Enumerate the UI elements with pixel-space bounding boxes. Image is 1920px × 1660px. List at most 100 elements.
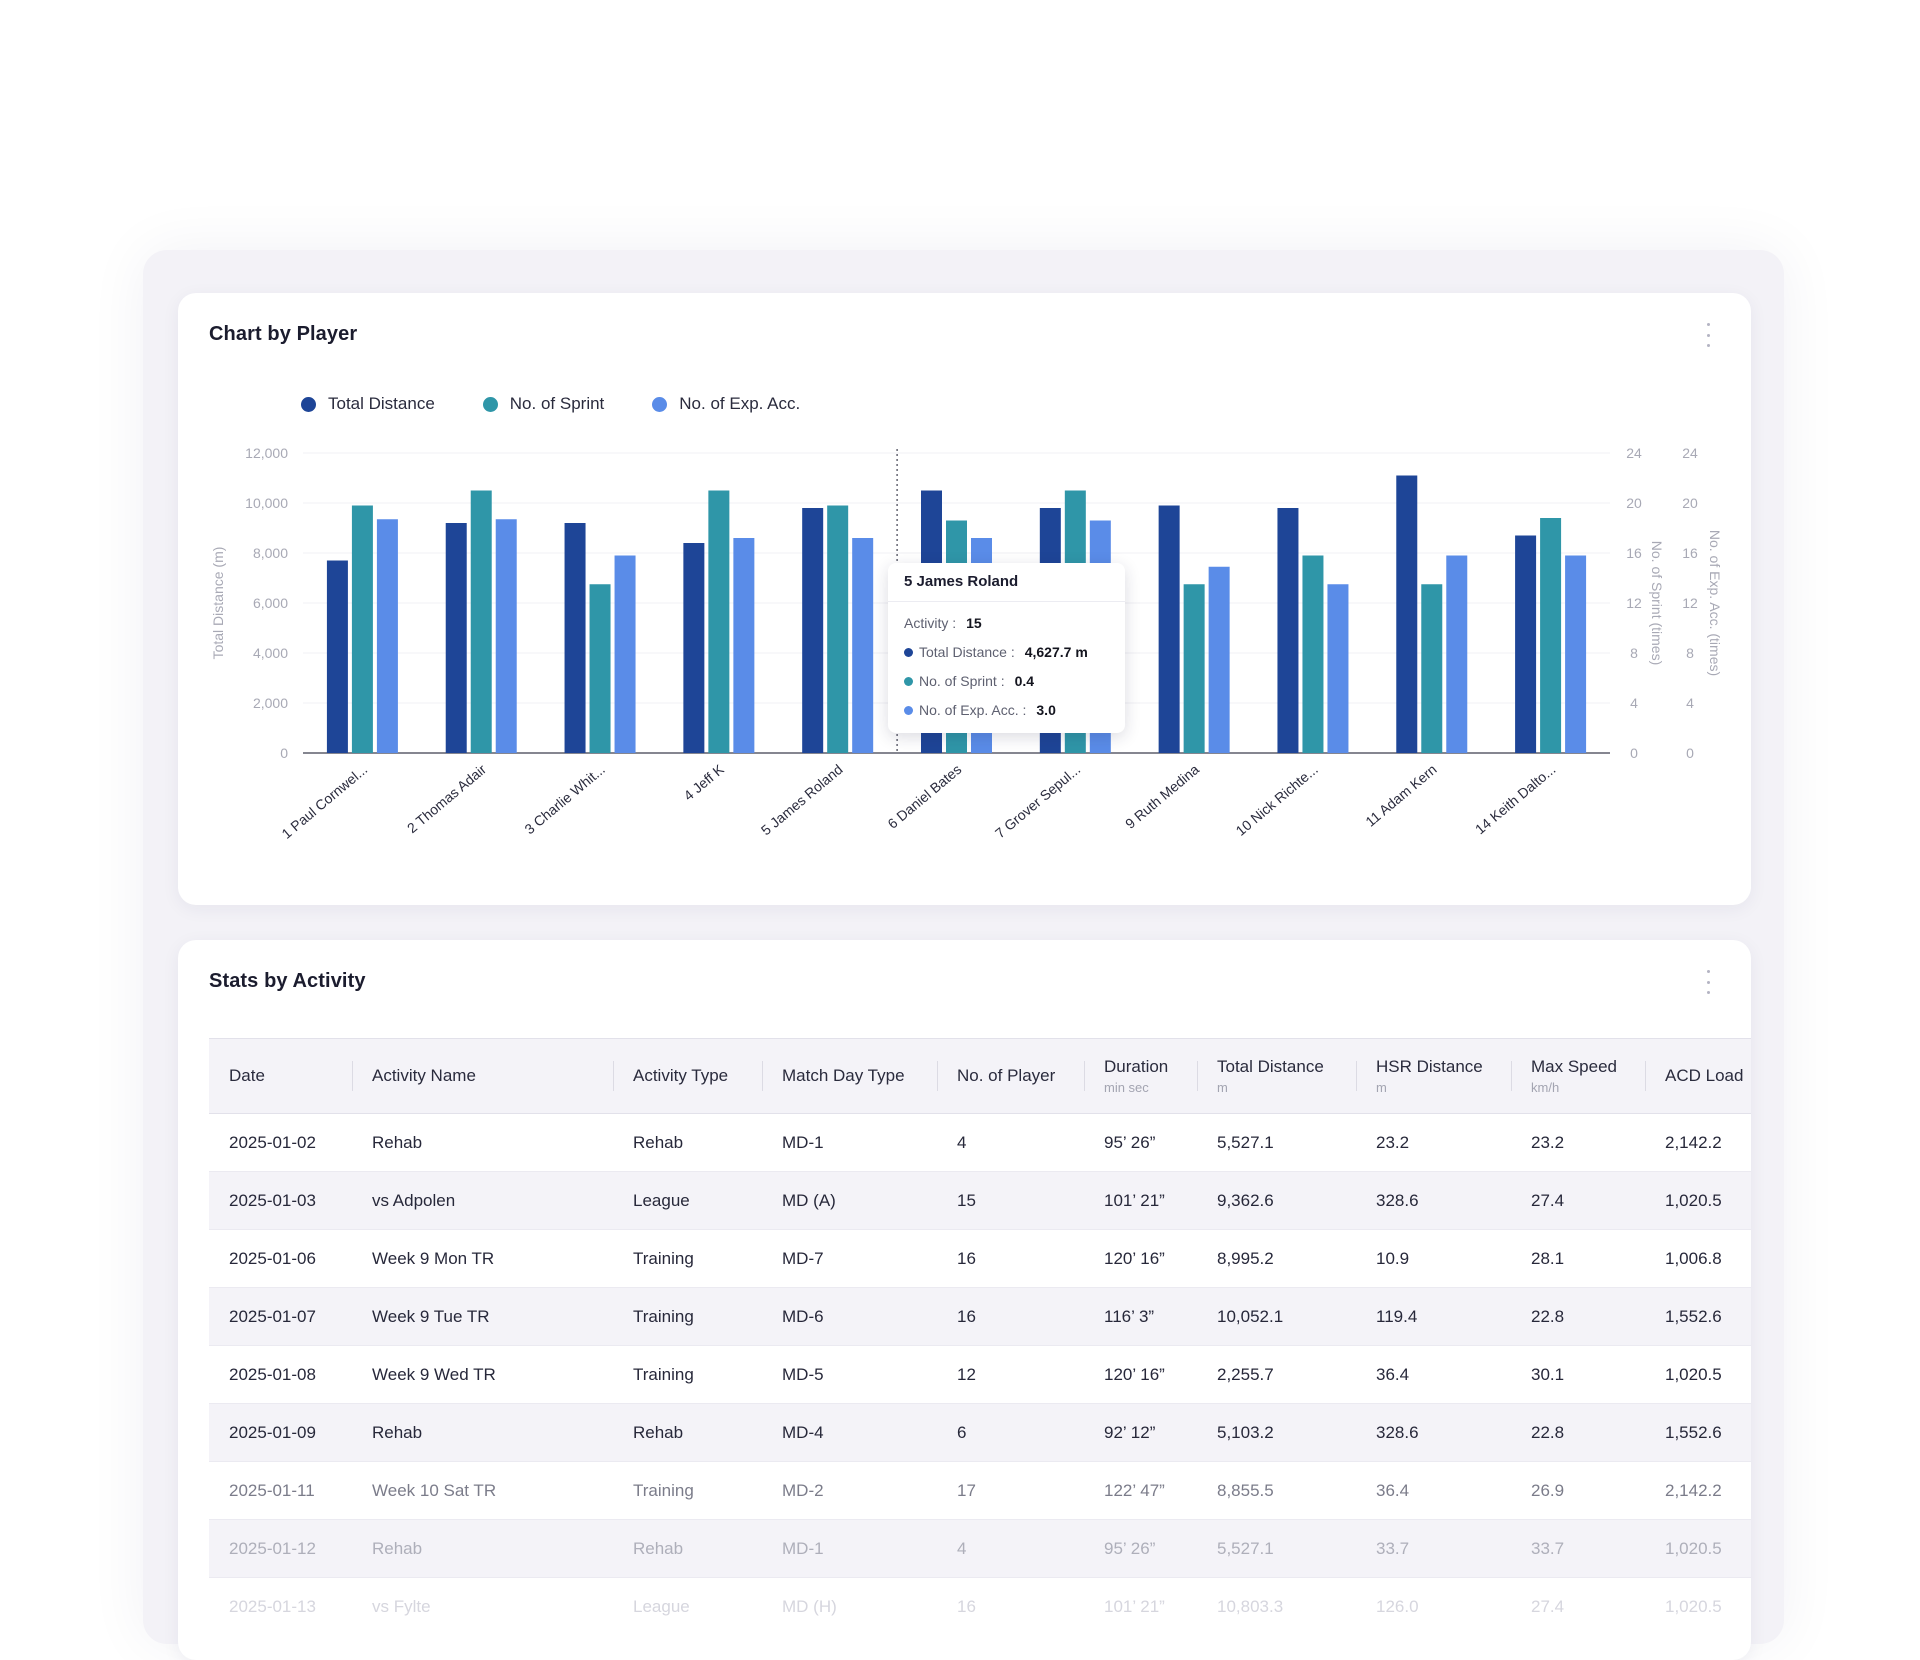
bar-total-distance[interactable] [564, 523, 586, 753]
y2-tick-label: 12 [1626, 595, 1642, 611]
bar-total-distance[interactable] [326, 560, 348, 754]
table-row[interactable]: 2025-01-13 vs Fylte League MD (H) 16 101’ 21”… [209, 1578, 1751, 1636]
column-header[interactable]: Total Distance m [1197, 1039, 1356, 1114]
bar-no-of-exp-acc-[interactable] [1327, 584, 1349, 753]
bar-no-of-sprint[interactable] [1302, 555, 1324, 754]
column-header-unit: m [1376, 1080, 1387, 1095]
bar-no-of-exp-acc-[interactable] [376, 519, 398, 753]
bar-no-of-sprint[interactable] [827, 505, 849, 754]
bar-no-of-sprint[interactable] [351, 505, 373, 754]
bar-no-of-exp-acc-[interactable] [1446, 555, 1468, 754]
table-cell: 120’ 16” [1104, 1364, 1165, 1384]
column-header[interactable]: Match Day Type [762, 1039, 937, 1114]
table-cell: 2025-01-08 [229, 1364, 316, 1384]
column-header-unit: km/h [1531, 1080, 1560, 1095]
x-tick-label: 1 Paul Cornwel... [278, 761, 370, 842]
legend-item-total-distance[interactable]: Total Distance [301, 394, 435, 414]
column-separator[interactable] [937, 1061, 938, 1091]
table-cell: 10,803.3 [1217, 1596, 1284, 1616]
y-tick-label: 12,000 [245, 445, 288, 461]
column-separator[interactable] [1511, 1061, 1512, 1091]
column-separator[interactable] [1084, 1061, 1085, 1091]
table-cell: 17 [957, 1480, 976, 1500]
table-cell: 16 [957, 1248, 976, 1268]
y-tick-label: 6,000 [253, 595, 288, 611]
column-separator[interactable] [1197, 1061, 1198, 1091]
bar-no-of-exp-acc-[interactable] [733, 538, 755, 753]
table-cell: 2,142.2 [1665, 1480, 1722, 1500]
table-cell: 15 [957, 1190, 976, 1210]
table-cell: MD-1 [782, 1538, 824, 1558]
x-tick-label: 9 Ruth Medina [1122, 761, 1202, 832]
table-row[interactable]: 2025-01-07 Week 9 Tue TR Training MD-6 16 116… [209, 1287, 1751, 1346]
bar-total-distance[interactable] [445, 523, 467, 753]
column-header[interactable]: Duration min sec [1084, 1039, 1197, 1114]
table-cell: Rehab [633, 1132, 684, 1152]
table-more-options-icon[interactable] [1705, 970, 1711, 994]
table-cell: Training [633, 1364, 694, 1384]
table-row[interactable]: 2025-01-11 Week 10 Sat TR Training MD-2 17 12… [209, 1462, 1751, 1520]
table-cell: 9,362.6 [1217, 1190, 1274, 1210]
table-cell: 95’ 26” [1104, 1538, 1156, 1558]
bar-total-distance[interactable] [1396, 475, 1418, 754]
column-header[interactable]: Activity Type [613, 1039, 762, 1114]
bar-no-of-exp-acc-[interactable] [1208, 566, 1230, 753]
bar-no-of-exp-acc-[interactable] [852, 538, 874, 753]
legend-item-exp-acc[interactable]: No. of Exp. Acc. [652, 394, 800, 414]
table-cell: MD-2 [782, 1480, 824, 1500]
legend-label-total-distance: Total Distance [328, 394, 435, 413]
tooltip-row-activity: Activity : 15 [904, 615, 982, 631]
table-header: Date Activity Name Activity Type Match Day … [209, 1038, 1751, 1114]
column-separator[interactable] [613, 1061, 614, 1091]
column-header-label: No. of Player [957, 1066, 1056, 1085]
y3-tick-label: 8 [1686, 645, 1694, 661]
column-header[interactable]: No. of Player [937, 1039, 1084, 1114]
bar-total-distance[interactable] [1515, 535, 1537, 754]
bar-no-of-sprint[interactable] [708, 490, 730, 754]
bar-total-distance[interactable] [1158, 505, 1180, 754]
legend-dot-total-distance [301, 396, 316, 412]
legend-label-sprint: No. of Sprint [509, 394, 605, 413]
bar-no-of-sprint[interactable] [470, 490, 492, 754]
bar-total-distance[interactable] [1277, 508, 1299, 753]
table-cell: 126.0 [1376, 1596, 1419, 1616]
legend-item-sprint[interactable]: No. of Sprint [482, 394, 605, 414]
chart-more-options-icon[interactable] [1705, 323, 1711, 347]
column-separator[interactable] [762, 1061, 763, 1091]
table-cell: Training [633, 1248, 694, 1268]
column-header[interactable]: Max Speed km/h [1511, 1039, 1645, 1114]
column-header[interactable]: Date [209, 1039, 352, 1114]
bar-total-distance[interactable] [802, 508, 824, 753]
bar-no-of-exp-acc-[interactable] [614, 555, 636, 754]
table-row[interactable]: 2025-01-12 Rehab Rehab MD-1 4 95’ 26” 5,527.1 3… [209, 1519, 1751, 1578]
bar-no-of-exp-acc-[interactable] [495, 519, 517, 753]
table-body: 2025-01-02 Rehab Rehab MD-1 4 95’ 26” 5,527.1 2… [209, 1114, 1751, 1636]
y2-tick-label: 4 [1630, 695, 1638, 711]
bar-no-of-exp-acc-[interactable] [1565, 555, 1587, 754]
column-separator[interactable] [352, 1061, 353, 1091]
bar-total-distance[interactable] [683, 543, 705, 753]
column-separator[interactable] [1645, 1061, 1646, 1091]
tooltip-row-total-distance: Total Distance : 4,627.7 m [904, 644, 1088, 660]
table-row[interactable]: 2025-01-09 Rehab Rehab MD-4 6 92’ 12” 5,103.2 3… [209, 1403, 1751, 1462]
table-cell: 2025-01-11 [229, 1480, 315, 1500]
table-cell: 1,552.6 [1665, 1306, 1722, 1326]
table-cell: MD-5 [782, 1364, 824, 1384]
table-row[interactable]: 2025-01-02 Rehab Rehab MD-1 4 95’ 26” 5,527.1 2… [209, 1114, 1751, 1172]
bar-no-of-sprint[interactable] [1183, 584, 1205, 753]
tooltip-dot-total-distance [904, 647, 913, 657]
column-header[interactable]: ACD Load [1645, 1039, 1751, 1114]
bar-no-of-sprint[interactable] [589, 584, 611, 753]
column-header[interactable]: Activity Name [352, 1039, 613, 1114]
table-row[interactable]: 2025-01-06 Week 9 Mon TR Training MD-7 16 120… [209, 1230, 1751, 1288]
bar-no-of-sprint[interactable] [1540, 518, 1562, 753]
table-cell: 22.8 [1531, 1306, 1565, 1326]
y-tick-label: 2,000 [253, 695, 288, 711]
bar-no-of-sprint[interactable] [1421, 584, 1443, 753]
column-separator[interactable] [1356, 1061, 1357, 1091]
table-cell: 30.1 [1531, 1364, 1565, 1384]
column-header[interactable]: HSR Distance m [1356, 1039, 1511, 1114]
table-cell: 1,020.5 [1665, 1596, 1722, 1616]
table-row[interactable]: 2025-01-03 vs Adpolen League MD (A) 15 101’ 2… [209, 1171, 1751, 1230]
table-row[interactable]: 2025-01-08 Week 9 Wed TR Training MD-5 12 120… [209, 1346, 1751, 1404]
